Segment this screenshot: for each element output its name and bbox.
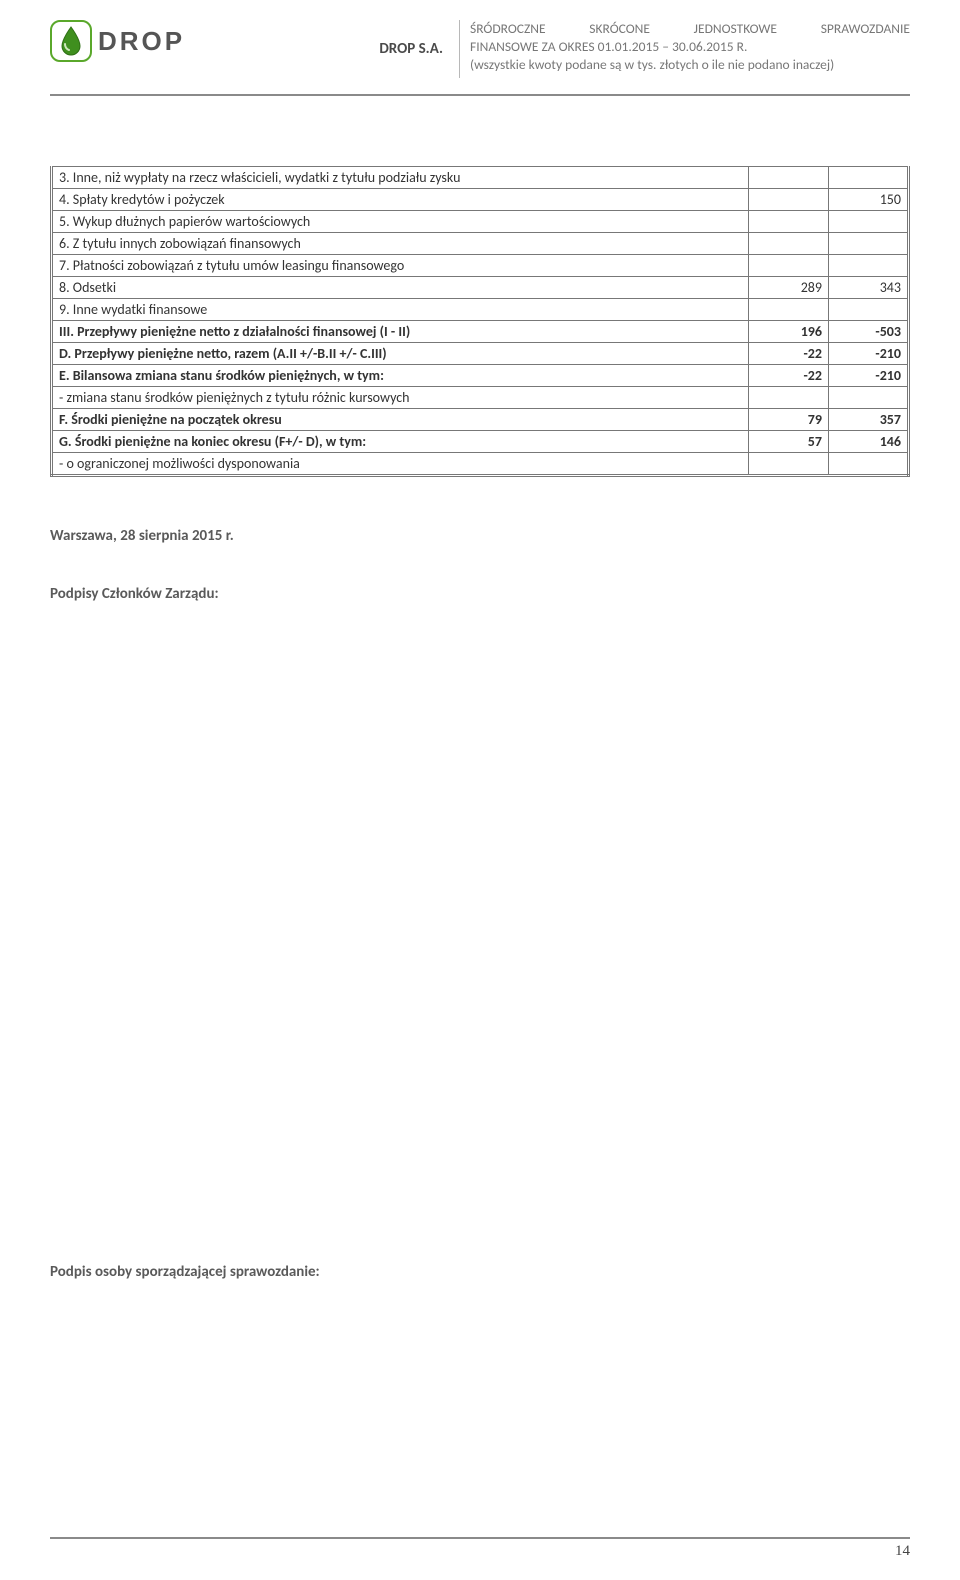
header-right-block: ŚRÓDROCZNE SKRÓCONE JEDNOSTKOWE SPRAWOZD… (470, 20, 910, 75)
row-col-2: -210 (829, 365, 909, 387)
header-rule (50, 94, 910, 96)
row-col-2 (829, 211, 909, 233)
table-row: 5. Wykup dłużnych papierów wartościowych (52, 211, 909, 233)
header-line-3: (wszystkie kwoty podane są w tys. złotyc… (470, 56, 910, 74)
table-row: E. Bilansowa zmiana stanu środków pienię… (52, 365, 909, 387)
row-col-1: 196 (749, 321, 829, 343)
table-row: - o ograniczonej możliwości dysponowania (52, 453, 909, 476)
table-body: 3. Inne, niż wypłaty na rzecz właściciel… (52, 167, 909, 476)
row-col-2: 357 (829, 409, 909, 431)
row-col-2 (829, 233, 909, 255)
logo-block: DROP (50, 20, 185, 62)
table-row: III. Przepływy pieniężne netto z działal… (52, 321, 909, 343)
row-col-1 (749, 233, 829, 255)
date-line: Warszawa, 28 sierpnia 2015 r. (50, 527, 910, 545)
table-row: F. Środki pieniężne na początek okresu79… (52, 409, 909, 431)
row-label: 7. Płatności zobowiązań z tytułu umów le… (52, 255, 749, 277)
page: DROP DROP S.A. ŚRÓDROCZNE SKRÓCONE JEDNO… (0, 0, 960, 1580)
row-label: 3. Inne, niż wypłaty na rzecz właściciel… (52, 167, 749, 189)
table-row: G. Środki pieniężne na koniec okresu (F+… (52, 431, 909, 453)
table-row: 7. Płatności zobowiązań z tytułu umów le… (52, 255, 909, 277)
header-divider (459, 20, 460, 78)
row-col-1 (749, 453, 829, 476)
row-col-1 (749, 387, 829, 409)
row-label: - o ograniczonej możliwości dysponowania (52, 453, 749, 476)
row-label: 8. Odsetki (52, 277, 749, 299)
row-label: E. Bilansowa zmiana stanu środków pienię… (52, 365, 749, 387)
drop-icon (59, 26, 83, 56)
page-header: DROP DROP S.A. ŚRÓDROCZNE SKRÓCONE JEDNO… (50, 20, 910, 84)
row-col-2 (829, 167, 909, 189)
table-row: - zmiana stanu środków pieniężnych z tyt… (52, 387, 909, 409)
after-table-block: Warszawa, 28 sierpnia 2015 r. Podpisy Cz… (50, 527, 910, 1281)
row-col-1 (749, 167, 829, 189)
table-row: 4. Spłaty kredytów i pożyczek 150 (52, 189, 909, 211)
row-label: 4. Spłaty kredytów i pożyczek (52, 189, 749, 211)
row-label: F. Środki pieniężne na początek okresu (52, 409, 749, 431)
row-col-1: 57 (749, 431, 829, 453)
table-row: 3. Inne, niż wypłaty na rzecz właściciel… (52, 167, 909, 189)
row-col-2: -503 (829, 321, 909, 343)
row-col-2: 150 (829, 189, 909, 211)
header-line-1: ŚRÓDROCZNE SKRÓCONE JEDNOSTKOWE SPRAWOZD… (470, 20, 910, 38)
row-col-1 (749, 189, 829, 211)
row-label: 5. Wykup dłużnych papierów wartościowych (52, 211, 749, 233)
signature-preparer: Podpis osoby sporządzającej sprawozdanie… (50, 1263, 910, 1281)
signatures-board: Podpisy Członków Zarządu: (50, 585, 910, 603)
row-col-2 (829, 299, 909, 321)
row-label: G. Środki pieniężne na koniec okresu (F+… (52, 431, 749, 453)
header-line-2: FINANSOWE ZA OKRES 01.01.2015 – 30.06.20… (470, 38, 910, 56)
row-col-1: -22 (749, 365, 829, 387)
row-label: - zmiana stanu środków pieniężnych z tyt… (52, 387, 749, 409)
drop-logo-icon (50, 20, 92, 62)
row-col-1 (749, 299, 829, 321)
table-row: D. Przepływy pieniężne netto, razem (A.I… (52, 343, 909, 365)
row-col-2 (829, 387, 909, 409)
row-col-1: 289 (749, 277, 829, 299)
row-col-1 (749, 255, 829, 277)
financial-table: 3. Inne, niż wypłaty na rzecz właściciel… (50, 166, 910, 477)
table-row: 9. Inne wydatki finansowe (52, 299, 909, 321)
content: 3. Inne, niż wypłaty na rzecz właściciel… (50, 166, 910, 1281)
row-col-2: -210 (829, 343, 909, 365)
row-col-2: 343 (829, 277, 909, 299)
row-col-2: 146 (829, 431, 909, 453)
row-label: 9. Inne wydatki finansowe (52, 299, 749, 321)
row-col-2 (829, 453, 909, 476)
row-label: D. Przepływy pieniężne netto, razem (A.I… (52, 343, 749, 365)
row-col-1: 79 (749, 409, 829, 431)
table-row: 6. Z tytułu innych zobowiązań finansowyc… (52, 233, 909, 255)
company-name: DROP S.A. (185, 40, 459, 58)
logo-text: DROP (98, 26, 185, 57)
row-label: III. Przepływy pieniężne netto z działal… (52, 321, 749, 343)
table-row: 8. Odsetki289343 (52, 277, 909, 299)
row-col-1 (749, 211, 829, 233)
page-number: 14 (50, 1539, 910, 1560)
signature-space (50, 643, 910, 1263)
row-label: 6. Z tytułu innych zobowiązań finansowyc… (52, 233, 749, 255)
footer: 14 (50, 1537, 910, 1560)
row-col-2 (829, 255, 909, 277)
row-col-1: -22 (749, 343, 829, 365)
